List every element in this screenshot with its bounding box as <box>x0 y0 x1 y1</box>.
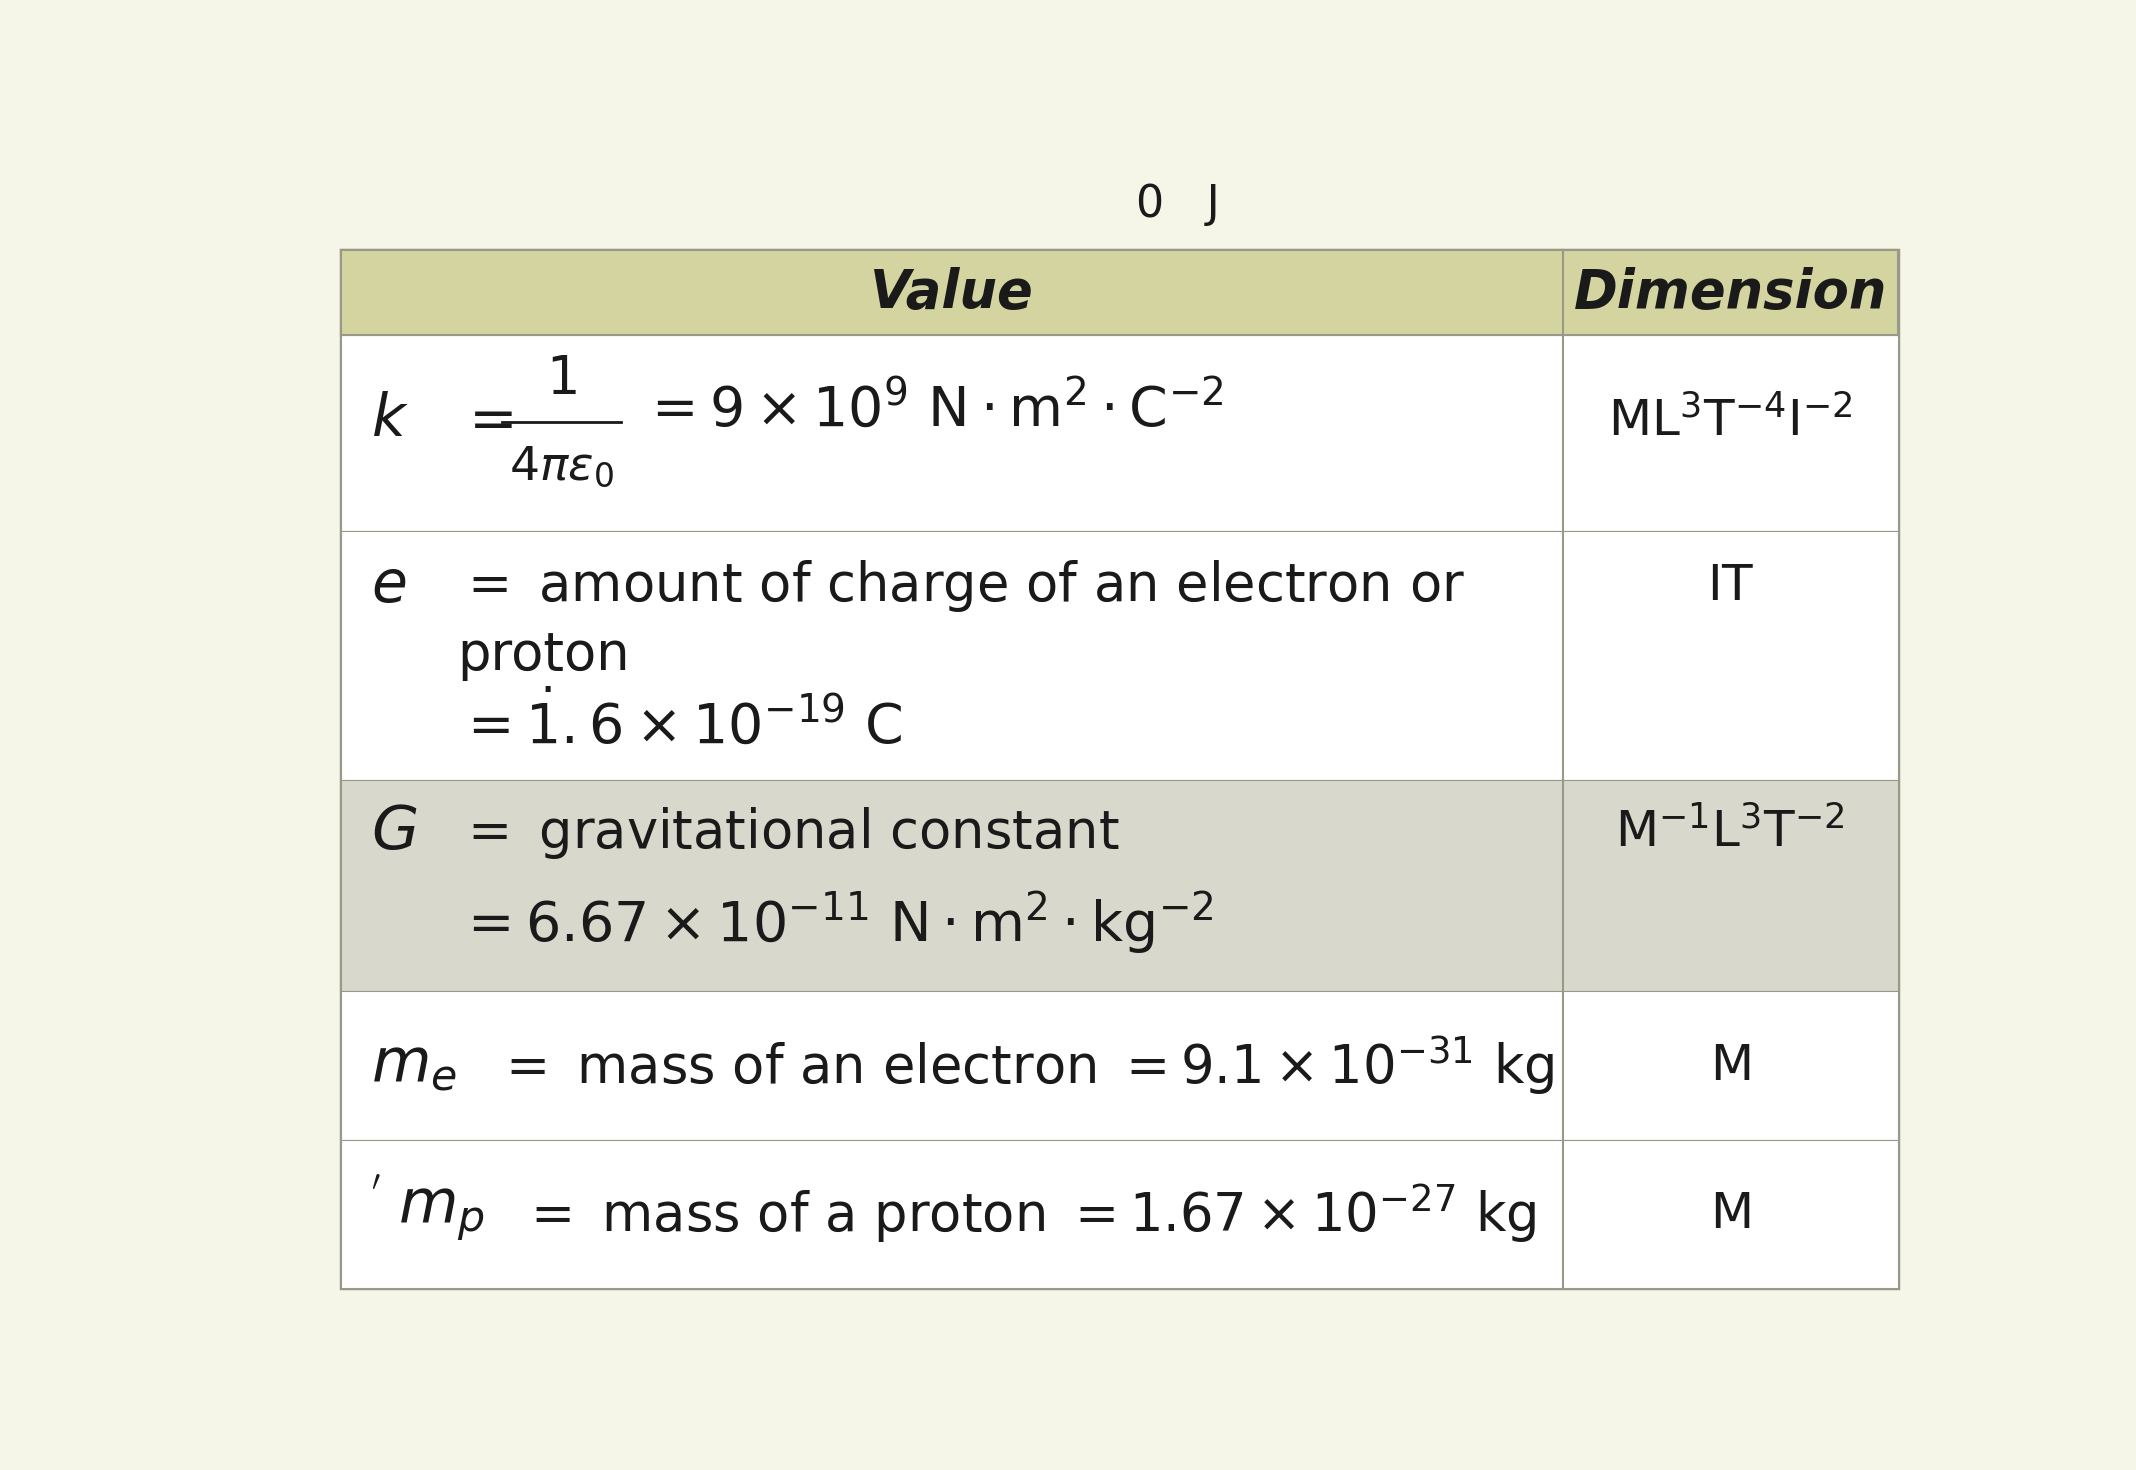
Text: $\mathrm{M}$: $\mathrm{M}$ <box>1711 1042 1749 1089</box>
Text: $'$: $'$ <box>372 1173 382 1214</box>
Text: $=$: $=$ <box>457 391 513 448</box>
Text: $e$: $e$ <box>372 557 406 614</box>
Text: $k$: $k$ <box>372 391 408 448</box>
Text: $G$: $G$ <box>372 803 419 863</box>
Bar <box>342 991 1897 1139</box>
Bar <box>342 250 1897 335</box>
Bar <box>342 1139 1897 1288</box>
Bar <box>342 335 1897 531</box>
Text: $1$: $1$ <box>547 353 577 404</box>
Text: $=$ mass of an electron $= 9.1 \times 10^{-31}\ \mathrm{kg}$: $=$ mass of an electron $= 9.1 \times 10… <box>496 1033 1555 1097</box>
Text: 0   J: 0 J <box>1136 184 1220 226</box>
Text: $=$ gravitational constant: $=$ gravitational constant <box>457 804 1119 860</box>
Text: $m_p$: $m_p$ <box>397 1185 485 1244</box>
Text: $\mathrm{IT}$: $\mathrm{IT}$ <box>1707 562 1754 610</box>
Text: $\mathrm{M}$: $\mathrm{M}$ <box>1711 1189 1749 1238</box>
Text: proton: proton <box>457 629 630 682</box>
Text: $=9 \times 10^9\ \mathrm{N \cdot m^2 \cdot C^{-2}}$: $=9 \times 10^9\ \mathrm{N \cdot m^2 \cd… <box>641 382 1224 438</box>
Text: $=$ amount of charge of an electron or: $=$ amount of charge of an electron or <box>457 557 1465 613</box>
Text: $= \dot{1}.6 \times 10^{-19}\ \mathrm{C}$: $= \dot{1}.6 \times 10^{-19}\ \mathrm{C}… <box>457 694 904 756</box>
Text: $m_e$: $m_e$ <box>372 1036 457 1095</box>
Text: Value: Value <box>869 266 1034 319</box>
Text: $=$ mass of a proton $= 1.67 \times 10^{-27}\ \mathrm{kg}$: $=$ mass of a proton $= 1.67 \times 10^{… <box>521 1182 1536 1245</box>
Text: $\mathrm{M^{-1}L^3T^{-2}}$: $\mathrm{M^{-1}L^3T^{-2}}$ <box>1615 809 1846 857</box>
Text: $= 6.67 \times 10^{-11}\ \mathrm{N \cdot m^2 \cdot kg^{-2}}$: $= 6.67 \times 10^{-11}\ \mathrm{N \cdot… <box>457 889 1213 957</box>
Bar <box>342 531 1897 779</box>
Text: $4\pi\epsilon_0$: $4\pi\epsilon_0$ <box>508 444 613 490</box>
Bar <box>342 779 1897 991</box>
Text: $\mathrm{ML^3T^{-4}I^{-2}}$: $\mathrm{ML^3T^{-4}I^{-2}}$ <box>1608 397 1852 447</box>
Text: Dimension: Dimension <box>1574 266 1886 319</box>
